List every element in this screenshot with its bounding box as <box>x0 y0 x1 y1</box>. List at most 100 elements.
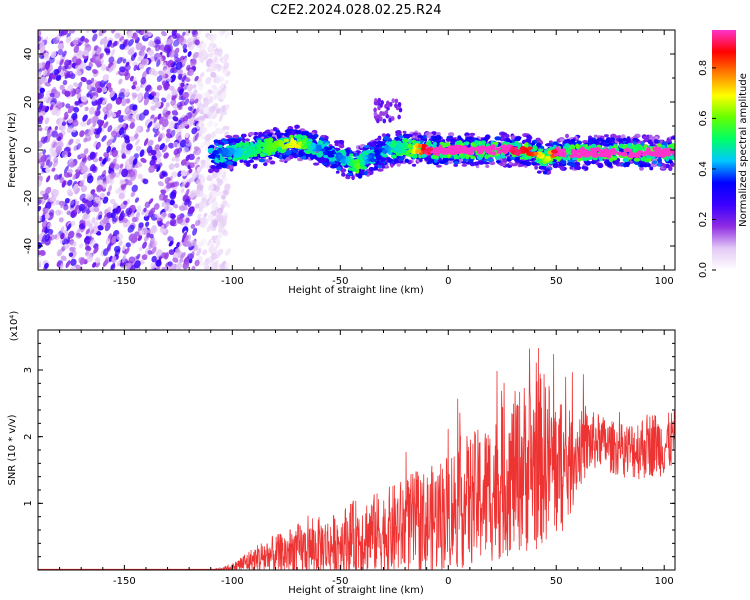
noise-dot <box>132 81 138 86</box>
noise-dot <box>200 162 206 170</box>
noise-dot <box>189 162 196 169</box>
noise-dot <box>89 106 95 115</box>
noise-dot <box>211 111 218 120</box>
track-dot <box>303 137 309 141</box>
noise-dot <box>38 199 42 206</box>
faint-dot <box>398 107 403 113</box>
noise-dot <box>214 75 221 84</box>
noise-dot <box>203 221 208 228</box>
noise-dot <box>38 260 42 267</box>
track-dot <box>335 170 340 174</box>
noise-dot <box>142 241 147 249</box>
x-tick-label: -100 <box>221 276 244 287</box>
track-dot <box>556 148 563 152</box>
noise-dot <box>208 184 214 192</box>
noise-dot <box>147 49 155 56</box>
noise-dot <box>204 141 211 146</box>
noise-dot <box>140 157 147 163</box>
noise-dot <box>94 80 102 89</box>
noise-dot <box>186 37 192 45</box>
noise-dot <box>80 76 87 83</box>
noise-dot <box>149 159 156 167</box>
track-dot <box>536 170 542 174</box>
noise-dot <box>161 30 167 37</box>
noise-dot <box>154 144 160 151</box>
track-dot <box>646 163 651 168</box>
track-dot <box>544 155 552 161</box>
noise-dot <box>50 51 57 59</box>
noise-dot <box>198 103 206 110</box>
track-dot <box>234 153 240 158</box>
noise-dot <box>124 262 131 270</box>
track-dot <box>210 165 216 169</box>
track-dot <box>394 136 401 141</box>
noise-scatter <box>38 30 232 270</box>
x-tick-label: 0 <box>445 576 451 587</box>
noise-dot <box>167 59 174 68</box>
noise-dot <box>162 212 167 217</box>
track-dot <box>463 141 468 146</box>
track-dot <box>239 159 244 163</box>
track-dot <box>225 135 233 139</box>
track-dot <box>665 163 670 169</box>
track-dot <box>326 147 333 151</box>
noise-dot <box>154 213 160 218</box>
noise-dot <box>103 152 110 158</box>
noise-dot <box>221 219 227 228</box>
noise-dot <box>137 173 143 180</box>
noise-dot <box>187 106 193 112</box>
noise-dot <box>162 172 168 177</box>
noise-dot <box>106 145 112 154</box>
noise-dot <box>100 173 107 181</box>
track-dot <box>608 145 613 151</box>
noise-dot <box>126 114 133 122</box>
noise-dot <box>134 138 140 146</box>
faint-dot <box>375 100 379 106</box>
track-dot <box>297 141 302 145</box>
noise-dot <box>153 203 160 210</box>
track-dot <box>376 141 380 146</box>
noise-dot <box>59 177 65 184</box>
noise-dot <box>89 151 96 160</box>
noise-dot <box>70 258 77 266</box>
track-dot <box>582 152 589 158</box>
track-dot <box>261 149 267 153</box>
track-dot <box>657 157 663 163</box>
noise-dot <box>64 69 68 77</box>
noise-dot <box>179 122 186 129</box>
track-dot <box>485 164 490 168</box>
track-dot <box>351 174 355 181</box>
track-dot <box>441 147 446 153</box>
noise-dot <box>144 201 151 208</box>
noise-dot <box>177 135 182 144</box>
noise-dot <box>148 243 153 250</box>
noise-dot <box>40 136 46 143</box>
track-dot <box>345 176 351 180</box>
track-dot <box>316 147 321 152</box>
noise-dot <box>194 98 199 104</box>
noise-dot <box>188 258 193 264</box>
noise-dot <box>93 206 100 213</box>
noise-dot <box>74 101 80 106</box>
noise-dot <box>89 239 96 247</box>
y-tick-label: 1 <box>23 500 34 506</box>
track-dot <box>479 153 484 158</box>
noise-dot <box>43 52 49 58</box>
noise-dot <box>162 107 168 114</box>
track-dot <box>484 154 489 160</box>
noise-dot <box>77 153 82 160</box>
noise-dot <box>208 198 214 205</box>
noise-dot <box>224 104 230 111</box>
noise-dot <box>108 56 115 64</box>
track-dot <box>248 131 255 136</box>
noise-dot <box>201 197 208 203</box>
noise-dot <box>220 91 227 101</box>
noise-dot <box>109 171 117 180</box>
noise-dot <box>67 230 75 239</box>
noise-dot <box>196 248 202 257</box>
snr-line <box>38 347 675 570</box>
noise-dot <box>63 204 69 211</box>
noise-dot <box>56 261 62 267</box>
track-dot <box>460 142 465 147</box>
noise-dot <box>156 158 162 165</box>
